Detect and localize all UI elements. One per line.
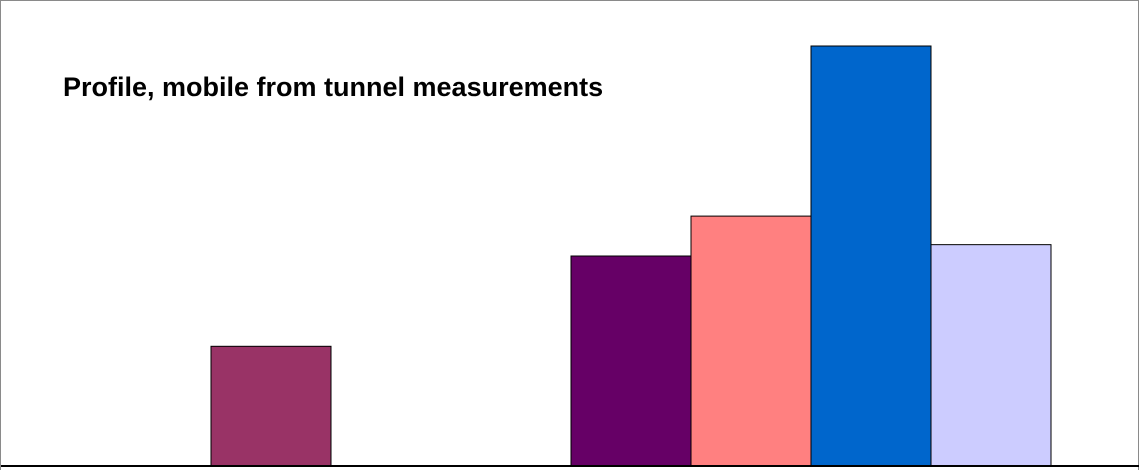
bar-7 [810, 45, 932, 467]
bar-8 [930, 244, 1052, 467]
bar-series [210, 45, 1052, 467]
bar-6 [690, 215, 812, 467]
bar-5 [570, 255, 692, 467]
bar-2 [210, 345, 332, 467]
chart-title: Profile, mobile from tunnel measurements [63, 72, 603, 102]
